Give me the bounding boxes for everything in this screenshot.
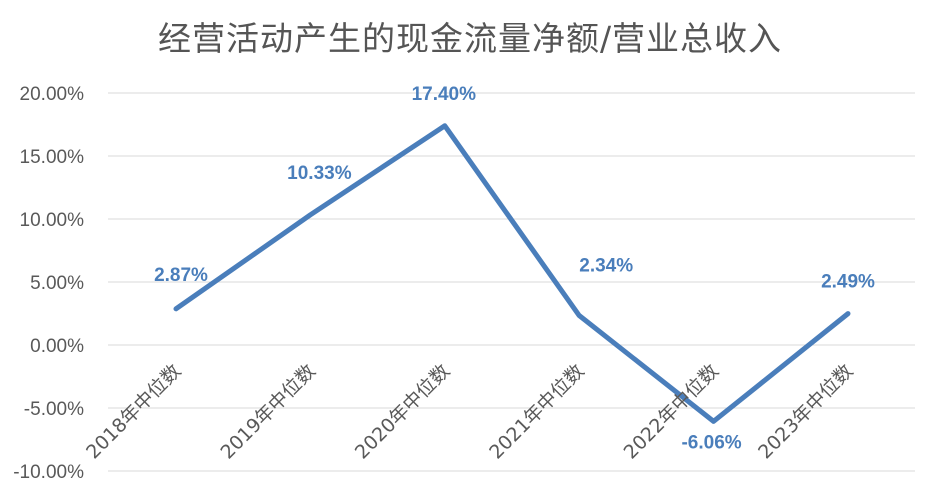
- x-tick-label: 2020年中位数: [351, 360, 454, 463]
- y-axis-ticks: 20.00% 15.00% 10.00% 5.00% 0.00% -5.00% -10.00…: [13, 84, 84, 483]
- data-label: 2.87%: [154, 265, 208, 286]
- y-tick-label: 20.00%: [20, 84, 85, 105]
- y-tick-label: -5.00%: [24, 399, 84, 420]
- y-tick-label: 5.00%: [30, 273, 84, 294]
- y-tick-label: 0.00%: [30, 336, 84, 357]
- series-line-layer: [173, 123, 851, 424]
- x-tick-label: 2018年中位数: [82, 360, 185, 463]
- x-tick-label: 2021年中位数: [485, 360, 588, 463]
- y-tick-label: -10.00%: [13, 462, 84, 483]
- data-label: 2.49%: [821, 272, 875, 293]
- series-line: [173, 123, 851, 424]
- data-label: 2.34%: [579, 256, 633, 277]
- data-label: -6.06%: [681, 432, 741, 453]
- data-labels: 2.87% 10.33% 17.40% 2.34% -6.06% 2.49%: [154, 84, 875, 454]
- data-label: 10.33%: [287, 163, 352, 184]
- y-tick-label: 10.00%: [20, 210, 85, 231]
- y-tick-label: 15.00%: [20, 147, 85, 168]
- chart-title: 经营活动产生的现金流量净额/营业总收入: [157, 19, 783, 58]
- x-tick-label: 2019年中位数: [216, 360, 319, 463]
- data-label: 17.40%: [412, 84, 477, 105]
